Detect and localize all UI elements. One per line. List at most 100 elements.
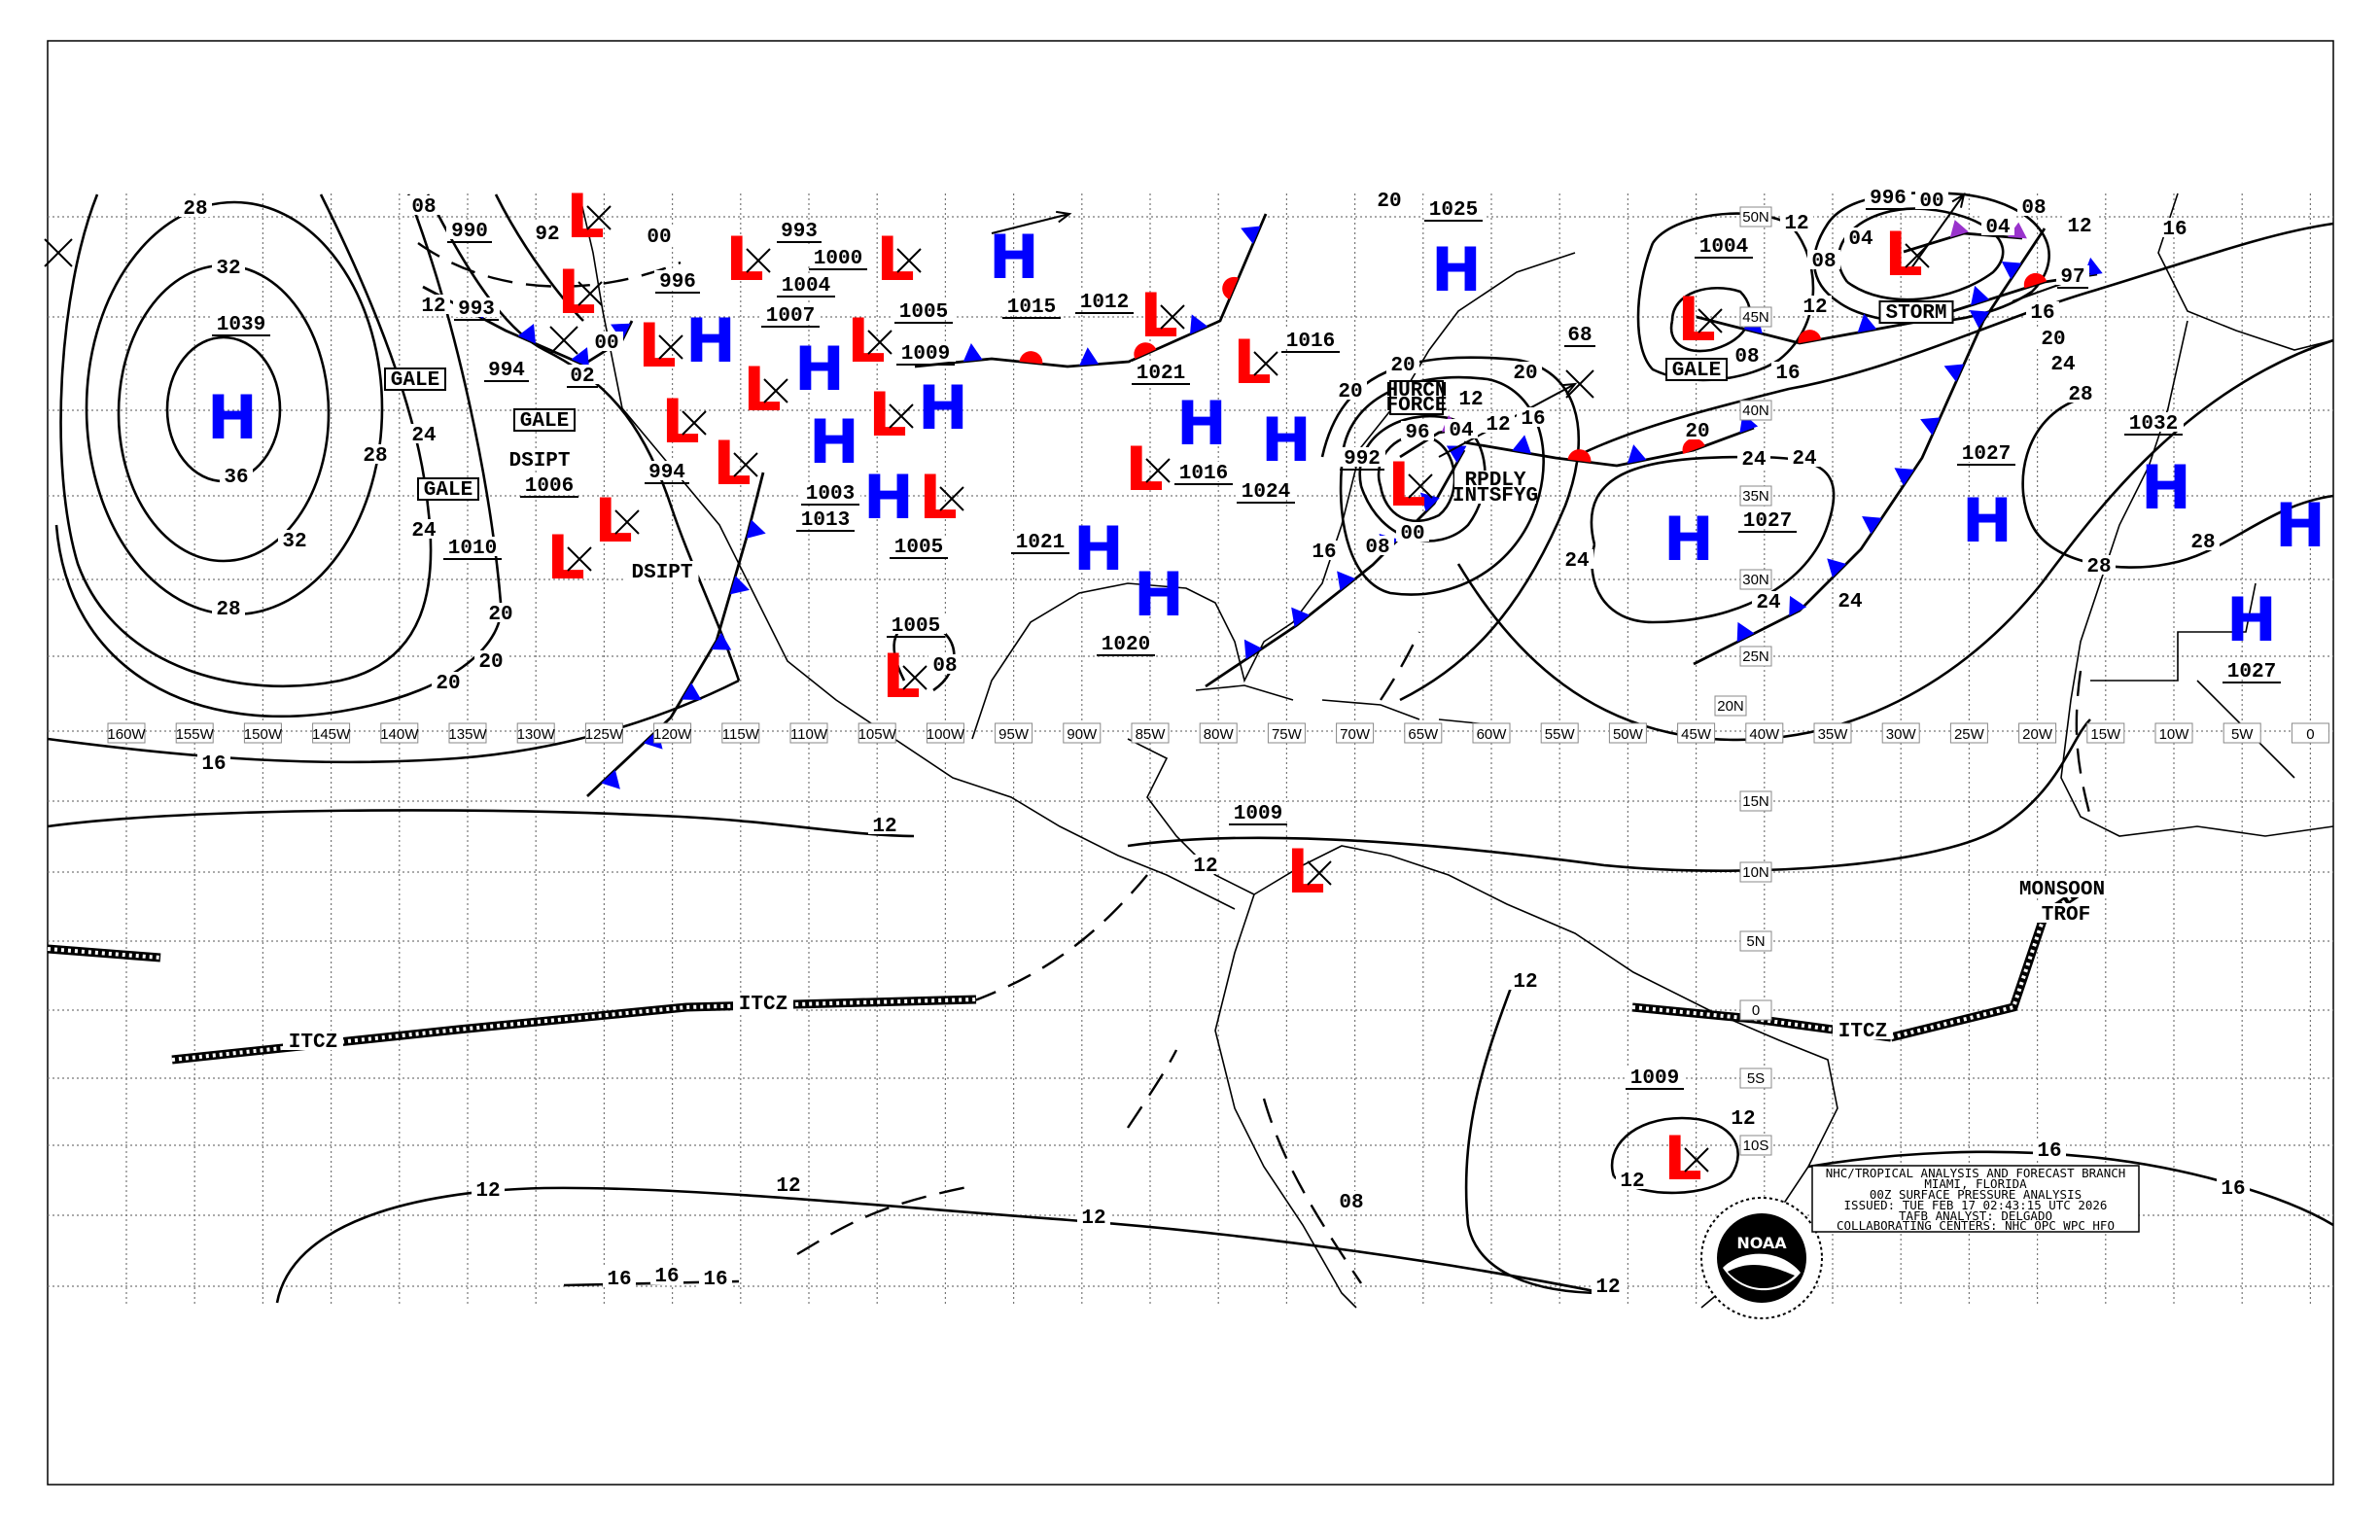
label-knockout <box>776 220 822 239</box>
label-knockout <box>1737 509 1798 529</box>
label-knockout <box>1077 1207 1110 1226</box>
isobar-label-group: 1005 <box>889 536 949 559</box>
isobar-label: 993 <box>458 298 495 321</box>
itcz-west-edge-hatch <box>47 947 161 960</box>
label-knockout <box>2056 265 2089 285</box>
high-pressure-symbol: H <box>1663 504 1714 575</box>
label-knockout <box>1482 413 1515 433</box>
isobar-label: 1004 <box>1699 236 1748 259</box>
high-pressure-center: H <box>863 462 914 533</box>
storm-warning-label: STORM <box>1885 302 1946 325</box>
longitude-label: 45W <box>1677 722 1716 744</box>
isobar-label: 20 <box>1513 363 1537 385</box>
high-pressure-center: H <box>1134 559 1184 630</box>
cold-front-atlantic <box>1693 228 2047 666</box>
monsoon-trough-hatch <box>1890 883 2092 1039</box>
stationary-front-atlantic <box>1463 426 1755 468</box>
high-pressure-center: H <box>794 333 845 404</box>
label-knockout <box>776 274 836 294</box>
isobar-label: 1024 <box>1242 481 1290 504</box>
label-knockout <box>1396 522 1429 542</box>
longitude-label-text: 95W <box>998 726 1030 743</box>
rapidly-intensifying-knockout <box>1454 471 1536 504</box>
isobar-label-group: 16 <box>2158 218 2191 241</box>
isobar-label-group: 1009 <box>1625 1067 1685 1090</box>
low-pressure-center: L <box>919 462 964 533</box>
longitude-label: 125W <box>585 722 624 744</box>
isobar-label-group: 00 <box>1396 522 1429 545</box>
isobar-label-group: 20 <box>1681 420 1714 443</box>
isobar-1012-pacific <box>47 809 915 838</box>
high-pressure-symbol: H <box>207 382 258 453</box>
label-knockout <box>446 220 493 239</box>
label-knockout <box>407 519 440 539</box>
isobar-label-group: 990 <box>446 220 493 243</box>
low-pressure-center: L <box>847 305 892 376</box>
isobar-label: 97 <box>2060 266 2084 289</box>
isobar-label: 990 <box>451 221 488 243</box>
label-knockout <box>1401 421 1434 440</box>
cold-front-barb <box>1862 516 1882 535</box>
latitude-label: 45N <box>1739 306 1772 328</box>
label-knockout <box>1509 362 1542 381</box>
longitude-label-text: 130W <box>517 726 556 743</box>
isobar-label: 12 <box>1731 1108 1755 1131</box>
isobar-label: 16 <box>2037 1140 2061 1163</box>
gale-warning-label-box <box>384 368 446 391</box>
longitude-label: 10W <box>2154 722 2193 744</box>
isobar-label-group: 1027 <box>1956 442 2016 466</box>
longitude-label-text: 140W <box>380 726 419 743</box>
monsoon-trough-label-knockout <box>2036 903 2096 923</box>
isobar-label-group: 12 <box>2063 215 2096 238</box>
label-knockout <box>808 247 868 266</box>
stationary-front-united-states <box>914 213 1268 368</box>
isobar-label-group: 12 <box>1482 413 1515 437</box>
isobar-label-group: 24 <box>1834 590 1867 613</box>
label-knockout <box>1010 531 1070 550</box>
isobar-label: 16 <box>1775 363 1800 385</box>
isobar-label: 16 <box>2030 302 2054 325</box>
cold-front-barb <box>1079 347 1100 367</box>
isobar-label: 1003 <box>806 483 855 506</box>
isobar-label: 00 <box>594 332 618 355</box>
longitude-label: 50W <box>1608 722 1647 744</box>
itcz-label-group: ITCZ <box>1833 1020 1893 1043</box>
isobar-label-group: 12 <box>417 295 450 318</box>
low-center-x-mark <box>682 410 707 436</box>
gale-warning-label: GALE <box>520 410 569 433</box>
longitude-label-text: 25W <box>1954 726 1985 743</box>
isobar-label: 12 <box>1081 1208 1105 1230</box>
low-pressure-center: L <box>1125 434 1171 505</box>
trough-line <box>1127 1049 1178 1129</box>
cold-front-barb <box>1243 639 1263 660</box>
cold-front-barb <box>1969 310 1990 329</box>
high-pressure-symbol: H <box>2275 490 2326 561</box>
label-knockout <box>1563 324 1596 343</box>
gale-warning-label-group: GALE <box>1665 358 1728 382</box>
isobar-label: 00 <box>1919 191 1943 213</box>
title-line: TAFB ANALYST: DELGADO <box>1899 1208 2052 1223</box>
latitude-label: 10S <box>1739 1135 1772 1156</box>
longitude-label-text: 0 <box>2306 726 2314 743</box>
high-pressure-center: H <box>1663 504 1714 575</box>
high-pressure-center: H <box>2141 452 2191 523</box>
low-center-x-mark <box>939 486 964 511</box>
longitude-label: 140W <box>380 722 419 744</box>
label-knockout <box>1509 970 1542 990</box>
isobar-label-group: 28 <box>359 444 392 468</box>
label-knockout <box>1752 591 1785 611</box>
isobar-label-group: 1010 <box>442 537 503 560</box>
lat-lon-grid <box>48 193 2333 1304</box>
label-knockout <box>220 466 253 485</box>
longitude-label: 0 <box>2291 722 2329 744</box>
latitude-label: 30N <box>1739 569 1772 590</box>
latitude-label: 35N <box>1739 485 1772 507</box>
label-knockout <box>179 197 212 217</box>
isobar-label-group: 993 <box>453 298 500 321</box>
isobar-1016-south-atlantic <box>1807 1150 2334 1227</box>
high-pressure-symbol: H <box>989 222 1039 293</box>
label-knockout <box>1592 1276 1625 1295</box>
label-knockout <box>407 424 440 443</box>
isobar-label: 28 <box>2086 556 2111 578</box>
